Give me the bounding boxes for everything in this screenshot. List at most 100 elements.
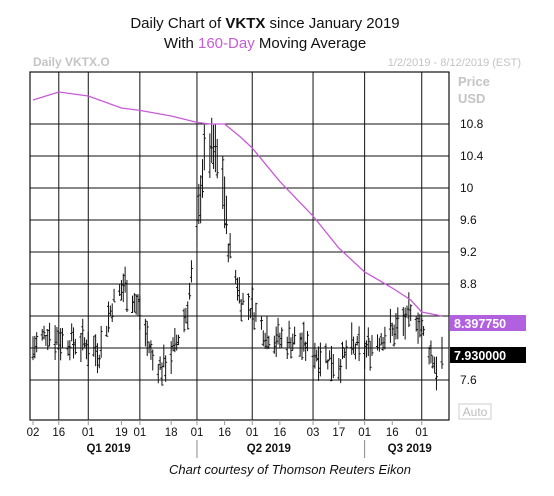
price-bar xyxy=(125,279,129,313)
moving-average-line xyxy=(32,91,443,317)
price-bar xyxy=(33,335,37,359)
price-bar xyxy=(377,337,381,352)
price-bar xyxy=(40,329,44,341)
x-group-label: Q3 2019 xyxy=(388,443,432,455)
price-bar xyxy=(164,355,168,382)
price-bar xyxy=(396,307,400,340)
price-bar xyxy=(440,336,444,369)
price-bar xyxy=(42,325,46,340)
price-bar xyxy=(136,294,140,317)
price-bar xyxy=(188,282,192,300)
price-bar xyxy=(298,332,302,357)
price-bar xyxy=(414,316,418,332)
price-bar xyxy=(370,335,374,356)
price-bar xyxy=(99,326,103,358)
price-bar xyxy=(202,124,206,171)
x-tick-label: 03 xyxy=(307,427,320,439)
price-bar xyxy=(259,316,263,330)
x-group-label: Q1 2019 xyxy=(86,443,130,455)
price-bar xyxy=(403,307,407,340)
price-bar xyxy=(132,293,136,313)
price-bar xyxy=(324,343,328,364)
price-bar xyxy=(318,342,322,377)
price-bar xyxy=(186,301,190,330)
price-bar xyxy=(197,183,201,225)
price-bar xyxy=(147,341,151,354)
price-bar xyxy=(331,353,335,379)
price-bar xyxy=(143,318,147,347)
price-bar xyxy=(60,327,64,348)
price-bar xyxy=(72,327,76,359)
price-bar xyxy=(226,243,230,263)
price-bar xyxy=(366,327,370,357)
y-tick-label: 9.2 xyxy=(460,245,477,259)
price-bar xyxy=(119,280,123,301)
auto-scale-button[interactable]: Auto xyxy=(458,403,492,420)
y-tick-label: 10.8 xyxy=(460,117,484,131)
price-bar xyxy=(118,284,122,296)
x-tick-label: 01 xyxy=(133,427,146,439)
price-bar xyxy=(433,356,437,374)
auto-scale-button-bg[interactable] xyxy=(458,403,492,420)
price-bar xyxy=(353,343,357,360)
price-bar xyxy=(344,340,348,370)
price-bar xyxy=(291,333,295,351)
x-tick-label: 16 xyxy=(386,427,399,439)
x-tick-label: 02 xyxy=(27,427,40,439)
price-bar xyxy=(169,341,173,375)
price-bar xyxy=(66,340,70,356)
auto-scale-button-label[interactable]: Auto xyxy=(463,405,488,419)
price-bar xyxy=(289,337,293,359)
price-bar xyxy=(329,345,333,382)
price-bar xyxy=(59,328,63,361)
price-bar xyxy=(313,342,317,369)
price-bar xyxy=(162,344,166,368)
price-bar xyxy=(416,312,420,344)
price-bar xyxy=(328,350,332,361)
x-tick-label: 01 xyxy=(82,427,95,439)
price-bar xyxy=(306,330,310,352)
price-bar xyxy=(315,349,319,362)
price-bar xyxy=(158,356,162,370)
price-bar xyxy=(97,354,101,369)
price-bar xyxy=(429,340,433,364)
price-bar xyxy=(263,332,267,349)
price-bar xyxy=(145,321,149,356)
price-bar xyxy=(409,304,413,322)
price-bar xyxy=(105,325,109,337)
price-bar xyxy=(31,336,35,361)
price-bar xyxy=(239,298,243,322)
price-bar xyxy=(276,317,280,345)
price-bar xyxy=(379,333,383,346)
y-tick-label: 10.4 xyxy=(460,149,484,163)
price-bar xyxy=(311,343,315,374)
price-bar xyxy=(195,193,199,248)
price-bar xyxy=(189,260,193,283)
y-tick-label: 7.6 xyxy=(460,373,477,387)
price-bar xyxy=(431,355,435,369)
y-tick-label: 9.6 xyxy=(460,213,477,227)
price-bar xyxy=(149,340,153,360)
price-bar xyxy=(352,336,356,354)
price-bars xyxy=(31,117,444,391)
price-bar xyxy=(138,295,142,331)
x-tick-label: 16 xyxy=(52,427,65,439)
price-bar xyxy=(254,302,258,322)
price-bar xyxy=(134,294,138,315)
price-bar xyxy=(337,358,341,380)
price-bar xyxy=(84,339,88,360)
price-bar xyxy=(341,341,345,360)
plot-frame xyxy=(29,71,450,421)
price-bar xyxy=(224,195,228,235)
price-bar xyxy=(223,176,227,229)
last-price-tag: 7.930000 xyxy=(450,347,526,363)
price-bar xyxy=(160,362,164,386)
price-bar xyxy=(208,133,212,178)
price-bar xyxy=(392,324,396,347)
x-tick-label: 19 xyxy=(115,427,128,439)
price-bar xyxy=(364,340,368,358)
x-tick-label: 01 xyxy=(246,427,259,439)
ma-value-tag: 8.397750 xyxy=(450,315,526,331)
date-range-label: 1/2/2019 - 8/12/2019 (EST) xyxy=(388,57,521,69)
price-bar xyxy=(112,288,116,303)
